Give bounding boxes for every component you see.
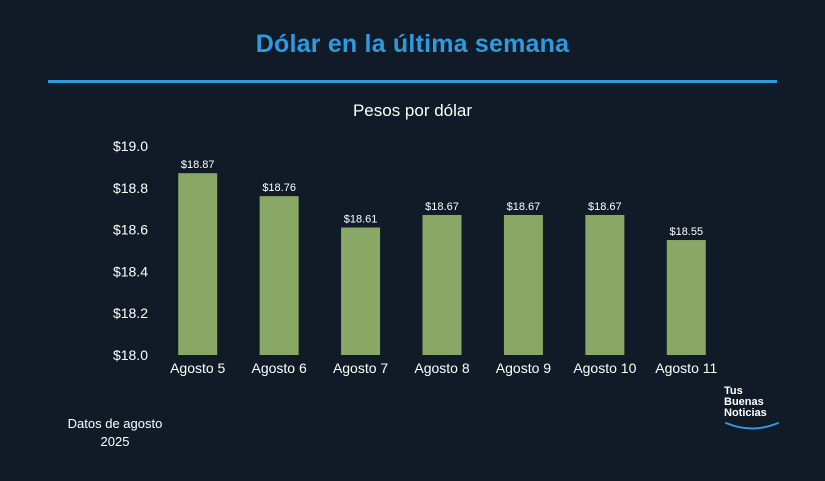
y-tick-label: $18.0	[113, 347, 148, 363]
x-tick-label: Agosto 9	[496, 360, 551, 376]
bar	[259, 196, 299, 355]
y-tick-label: $18.2	[113, 305, 148, 321]
bar-data-label: $18.67	[588, 201, 622, 213]
x-tick-label: Agosto 11	[655, 360, 717, 376]
chart-main-title: Dólar en la última semana	[255, 30, 570, 58]
bar	[422, 214, 462, 355]
bar-data-label: $18.55	[669, 226, 703, 238]
x-tick-label: Agosto 10	[573, 360, 636, 376]
bar-data-label: $18.76	[262, 182, 296, 194]
x-tick-label: Agosto 8	[414, 360, 469, 376]
bar-data-label: $18.67	[425, 201, 459, 213]
bar-data-label: $18.87	[181, 159, 215, 171]
y-tick-label: $18.4	[113, 263, 148, 279]
data-source-note: Datos de agosto 2025	[40, 415, 190, 451]
bar	[585, 214, 625, 355]
brand-logo: Tus Buenas Noticias	[724, 386, 794, 432]
bar	[178, 173, 218, 355]
x-tick-label: Agosto 6	[252, 360, 307, 376]
chart-subtitle: Pesos por dólar	[352, 101, 473, 120]
title-divider	[48, 80, 777, 83]
logo-line-2: Buenas	[724, 396, 764, 408]
bar	[666, 240, 706, 355]
y-tick-label: $18.8	[113, 180, 148, 196]
logo-line-1: Tus	[724, 385, 743, 397]
logo-smile-icon	[725, 422, 779, 430]
data-source-note-line1: Datos de agosto	[67, 416, 163, 431]
logo-line-3: Noticias	[724, 407, 767, 419]
bar	[341, 227, 381, 355]
x-tick-label: Agosto 7	[333, 360, 388, 376]
y-tick-label: $19.0	[113, 138, 148, 154]
data-source-note-line2: 2025	[100, 434, 130, 449]
x-tick-label: Agosto 5	[170, 360, 225, 376]
bar-data-label: $18.61	[344, 214, 378, 226]
bar-data-label: $18.67	[507, 201, 541, 213]
bar	[503, 214, 543, 355]
y-tick-label: $18.6	[113, 222, 148, 238]
